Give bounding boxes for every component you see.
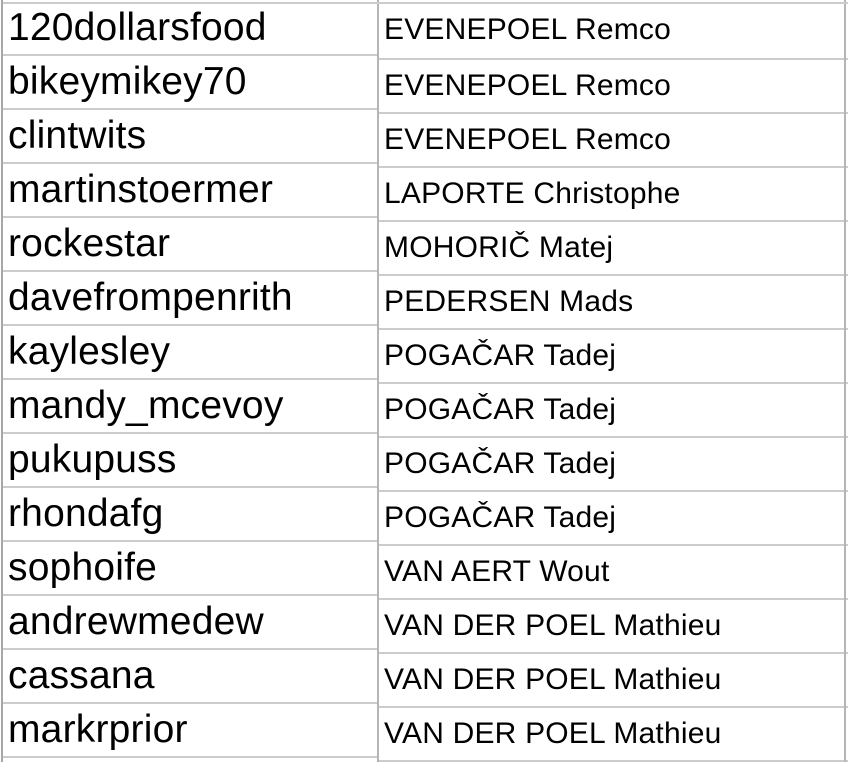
cell-username[interactable]: 120dollarsfood [3,2,377,56]
cell-text: MOHORIČ Matej [384,231,614,264]
cell-rider[interactable]: POGAČAR Tadej [379,384,848,438]
cell-text: LAPORTE Christophe [384,177,681,210]
cell-rider[interactable]: EVENEPOEL Remco [379,60,848,114]
cell-text: PEDERSEN Mads [384,285,634,318]
cell-rider[interactable]: VAN DER POEL Mathieu [379,654,848,708]
cell-text: rockestar [8,222,171,265]
cell-rider[interactable]: PEDERSEN Mads [379,276,848,330]
cell-text: pukupuss [8,438,177,481]
cell-text: kaylesley [8,330,171,373]
cell-rider[interactable]: POGAČAR Tadej [379,438,848,492]
cell-rider[interactable]: MOHORIČ Matej [379,222,848,276]
cell-text: VAN DER POEL Mathieu [384,663,722,696]
cell-rider[interactable]: VAN DER POEL Mathieu [379,600,848,654]
cell-username[interactable]: markrprior [3,704,377,758]
cell-rider[interactable]: VAN DER POEL Mathieu [379,708,848,762]
cell-rider[interactable]: POGAČAR Tadej [379,492,848,546]
cell-text: rhondafg [8,492,164,535]
grid-column-divider-line [377,0,379,762]
cell-username[interactable]: mandy_mcevoy [3,380,377,434]
cell-text: POGAČAR Tadej [384,447,617,480]
cell-text: POGAČAR Tadej [384,393,617,426]
cell-text: VAN DER POEL Mathieu [384,609,722,642]
cell-username[interactable]: sophoife [3,542,377,596]
column-usernames: 120dollarsfood bikeymikey70 clintwits ma… [3,2,377,758]
cell-text: POGAČAR Tadej [384,339,617,372]
cell-text: 120dollarsfood [8,6,267,49]
cell-text: andrewmedew [8,600,264,643]
cell-text: davefrompenrith [8,276,293,319]
cell-username[interactable]: davefrompenrith [3,272,377,326]
cell-text: mandy_mcevoy [8,384,284,427]
grid-top-border-line [3,2,848,4]
cell-text: POGAČAR Tadej [384,501,617,534]
cell-text: EVENEPOEL Remco [384,69,671,102]
cell-username[interactable]: pukupuss [3,434,377,488]
grid-left-border-line [1,0,3,762]
cell-username[interactable]: andrewmedew [3,596,377,650]
cell-text: VAN AERT Wout [384,555,610,588]
cell-text: VAN DER POEL Mathieu [384,717,722,750]
cell-rider[interactable]: POGAČAR Tadej [379,330,848,384]
cell-username[interactable]: rhondafg [3,488,377,542]
column-riders: EVENEPOEL Remco EVENEPOEL Remco EVENEPOE… [379,2,848,762]
cell-text: sophoife [8,546,158,589]
cell-text: EVENEPOEL Remco [384,13,671,46]
cell-text: martinstoermer [8,168,274,211]
cell-text: clintwits [8,114,147,157]
cell-username[interactable]: clintwits [3,110,377,164]
cell-rider[interactable]: EVENEPOEL Remco [379,114,848,168]
cell-text: cassana [8,654,155,697]
cell-rider[interactable]: EVENEPOEL Remco [379,2,848,60]
cell-username[interactable]: kaylesley [3,326,377,380]
cell-username[interactable]: bikeymikey70 [3,56,377,110]
cell-text: markrprior [8,708,188,751]
cell-text: bikeymikey70 [8,60,247,103]
grid-right-border-line [844,0,846,762]
cell-rider[interactable]: LAPORTE Christophe [379,168,848,222]
cell-text: EVENEPOEL Remco [384,123,671,156]
cell-rider[interactable]: VAN AERT Wout [379,546,848,600]
cell-username[interactable]: rockestar [3,218,377,272]
cell-username[interactable]: cassana [3,650,377,704]
cell-username[interactable]: martinstoermer [3,164,377,218]
